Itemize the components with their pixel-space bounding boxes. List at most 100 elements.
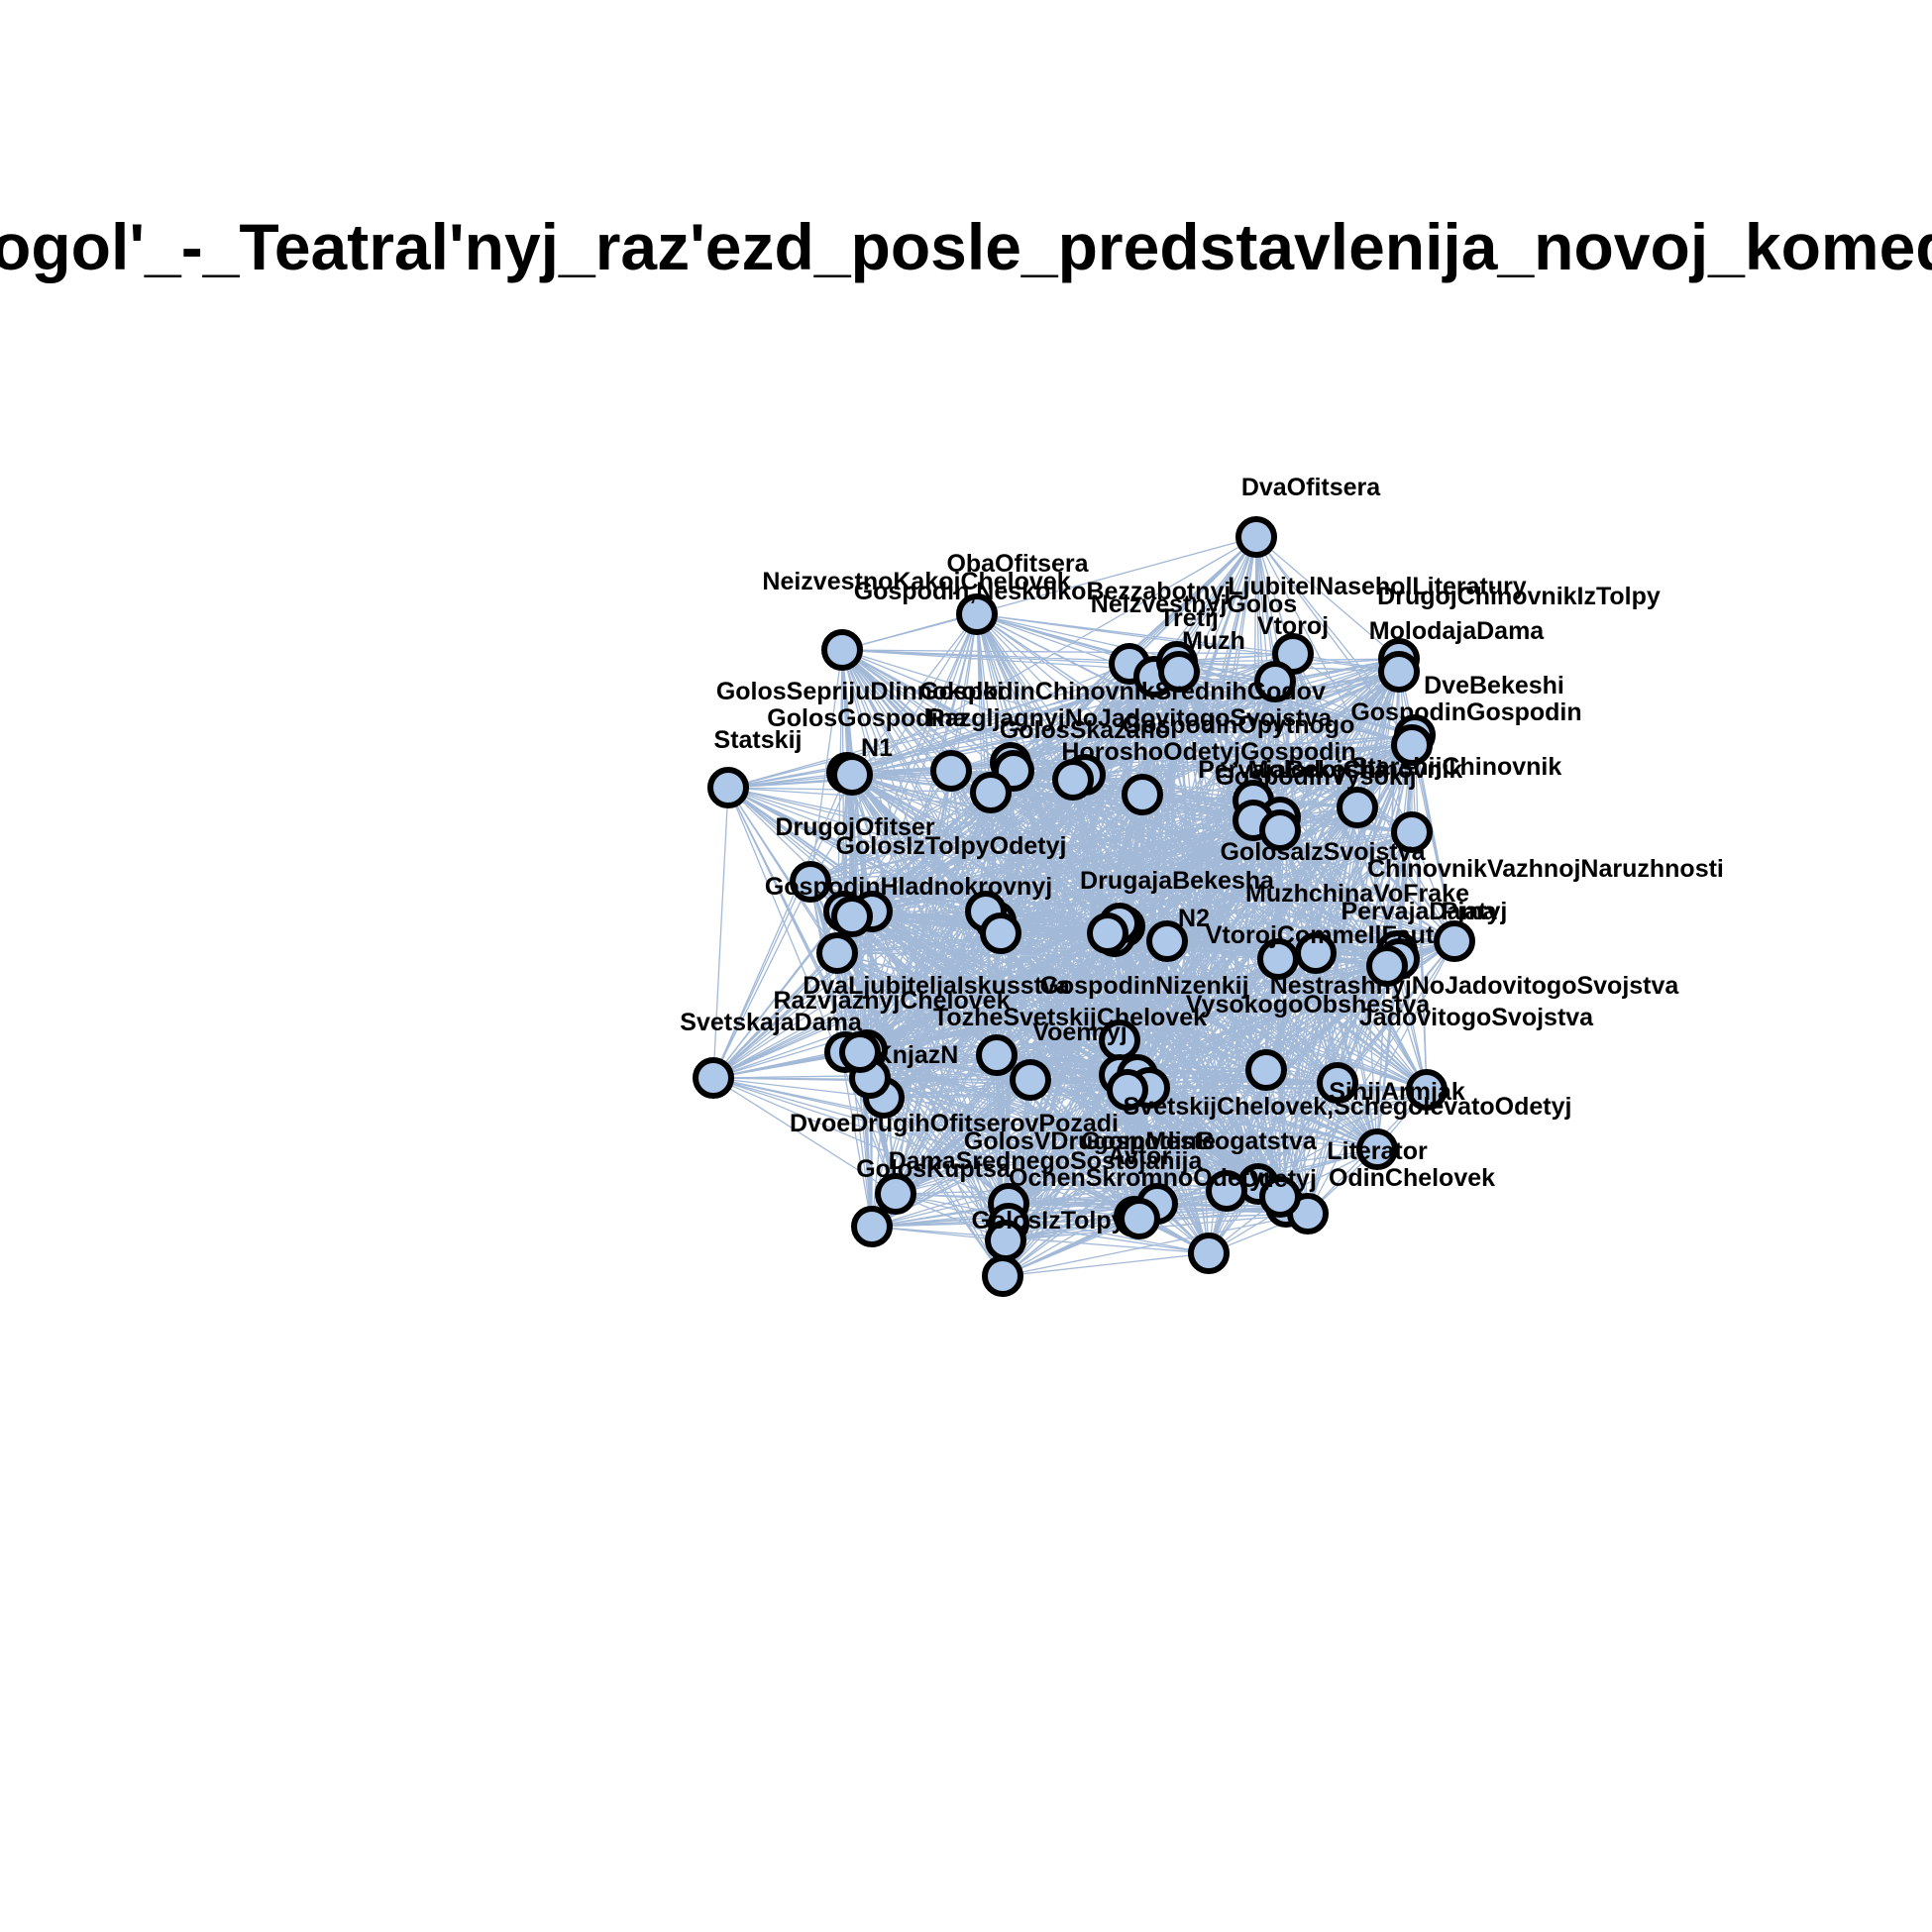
node-label-GospodinNizenkij: GospodinNizenkij — [1039, 972, 1248, 1000]
node-label-VtorojCommeIlFaut: VtorojCommeIlFaut — [1206, 921, 1435, 949]
node-Vtoroj[interactable] — [1254, 661, 1296, 702]
node-label-MuzhchinaVoFrake: MuzhchinaVoFrake — [1245, 880, 1469, 908]
node-GolosaIzSvojstva[interactable] — [1259, 809, 1301, 851]
node-h4[interactable] — [976, 1034, 1018, 1076]
node-label-Tretij: Tretij — [1159, 604, 1219, 632]
node-h15[interactable] — [1366, 945, 1408, 987]
node-label-GolosVDrugomMeste: GolosVDrugomMeste — [964, 1127, 1216, 1155]
node-SvetskijChelovek[interactable] — [1317, 1062, 1358, 1104]
node-SvetskajaDama[interactable] — [693, 1057, 734, 1099]
node-h10[interactable] — [982, 1255, 1023, 1297]
node-label-SvetskijChelovek: SvetskijChelovek,SchegolevatoOdetyj — [1124, 1093, 1572, 1121]
node-label-GospodinBogatstva: GospodinBogatstva — [1081, 1127, 1318, 1155]
graph-edges — [712, 536, 1455, 1277]
node-h11[interactable] — [851, 1206, 893, 1247]
node-label-Nestrashnyj: NestrashnyjNoJadovitogoSvojstva — [1270, 972, 1680, 1000]
node-MolodajaDama[interactable] — [1378, 651, 1420, 693]
node-HoroshoOdetyj[interactable] — [1052, 759, 1094, 801]
node-label-TozheSvetskijChelovek: TozheSvetskijChelovek — [933, 1004, 1207, 1031]
node-N1[interactable] — [831, 754, 873, 796]
node-label-Razgljagnyj: RazgljagnyjNoJadovitogoSvojstva — [927, 704, 1334, 732]
node-label-OchenSkromno: OchenSkromnoOdetyj — [1009, 1164, 1270, 1192]
node-label-DrugojChinovnikIzTolpy: DrugojChinovnikIzTolpy — [1377, 583, 1661, 610]
node-label-DvoeDrugihOfitserov: DvoeDrugihOfitserovPozadi — [790, 1110, 1119, 1137]
node-label-GospodinVysokij: GospodinVysokij — [1215, 763, 1416, 791]
node-h19[interactable] — [1087, 912, 1128, 954]
node-ObaOfitsera[interactable] — [956, 593, 998, 635]
node-Odetyj[interactable] — [1206, 1170, 1247, 1212]
node-label-DamaSrednegoSostojanija: DamaSrednegoSostojanija — [889, 1147, 1204, 1175]
node-StarshijChinovnik[interactable] — [1337, 787, 1378, 828]
node-GospodinBogatstva[interactable] — [1245, 1049, 1287, 1091]
node-label-KnjazN: KnjazN — [875, 1041, 959, 1069]
node-label-Voennyj: Voennyj — [1032, 1019, 1127, 1046]
node-GolosSeprijuDlinnokolki[interactable] — [930, 750, 972, 792]
node-label-StarshijChinovnik: StarshijChinovnik — [1351, 753, 1562, 781]
node-label-HoroshoOdetyj: HoroshoOdetyjGospodin — [1061, 738, 1355, 766]
node-N2[interactable] — [1146, 920, 1188, 962]
node-label-MolodajaDama: MolodajaDama — [1369, 617, 1546, 645]
node-label-N2: N2 — [1178, 905, 1210, 932]
node-label-Literator: Literator — [1327, 1137, 1428, 1165]
node-label-GospodinNeskolkoBezz: Gospodin,NeskolkoBezzabotnyj — [854, 578, 1232, 605]
node-h14[interactable] — [1259, 1176, 1301, 1218]
node-h16[interactable] — [1107, 1069, 1148, 1111]
node-GospodinOpytnogo[interactable] — [1122, 774, 1163, 815]
node-label-DvaOfitsera: DvaOfitsera — [1241, 474, 1381, 501]
node-label-GolosGospodina: GolosGospodina — [767, 704, 967, 732]
node-NeizvestnoKakojChelovek[interactable] — [821, 629, 863, 671]
node-label-PervajaDama: PervajaDama — [1341, 898, 1497, 925]
node-GolosKuptsa[interactable] — [875, 1173, 916, 1215]
node-label-GolosSkazano: GolosSkazano — [1000, 716, 1170, 744]
node-h3[interactable] — [839, 1031, 881, 1073]
node-Nestrashnyj[interactable] — [980, 912, 1021, 954]
node-DvaOfitsera[interactable] — [1235, 516, 1277, 558]
node-label-ObaOfitsera: ObaOfitsera — [946, 550, 1089, 578]
node-label-DvaLjubitelja: DvaLjubiteljaIskusstva — [803, 972, 1071, 1000]
node-SinijArmjak[interactable] — [1406, 1069, 1448, 1111]
node-Statskij[interactable] — [707, 767, 749, 808]
node-label-GolosKuptsa: GolosKuptsa — [856, 1155, 1012, 1183]
node-label-DrugojOfitser: DrugojOfitser — [775, 813, 934, 841]
node-h5[interactable] — [1010, 1059, 1051, 1101]
node-label-Muzh: Muzh — [1182, 627, 1245, 655]
node-h20[interactable] — [1119, 1198, 1160, 1239]
node-DrugojOfitser[interactable] — [790, 861, 831, 903]
node-label-Odetyj: Odetyj — [1239, 1165, 1317, 1193]
node-label-LjubitelNaseholLiteratury: LjubitelNaseholLiteratury — [1228, 573, 1527, 600]
node-VtorojCommeIlFaut[interactable] — [1295, 932, 1337, 974]
node-label-ChinovnikVazhnoj: ChinovnikVazhnojNaruzhnosti — [1367, 855, 1724, 883]
node-label-MolodojChinovnik: MolodojChinovnik — [1248, 756, 1463, 784]
node-h13[interactable] — [1188, 1233, 1230, 1274]
node-Pjatyj[interactable] — [1434, 920, 1475, 962]
node-label-NeizvestnyjGolos: NeizvestnyjGolos — [1091, 590, 1297, 618]
node-layer — [693, 516, 1475, 1297]
node-label-SinijArmjak: SinijArmjak — [1329, 1078, 1465, 1106]
node-h18[interactable] — [970, 772, 1012, 813]
node-label-RazvjaznyjChelovek: RazvjaznyjChelovek — [774, 987, 1011, 1015]
node-GolosVDrugomMeste[interactable] — [1356, 1128, 1398, 1170]
node-label-SvetskajaDama: SvetskajaDama — [680, 1009, 863, 1036]
node-label-GolosIzTolpy: GolosIzTolpy — [971, 1207, 1125, 1234]
node-DvaLjubitelja[interactable] — [816, 932, 858, 974]
node-ChinovnikVazhnoj[interactable] — [1391, 811, 1433, 853]
node-label-Avtor: Avtor — [1108, 1142, 1172, 1170]
node-label-Statskij: Statskij — [714, 726, 803, 754]
node-label-GospodinGospodin: GospodinGospodin — [1350, 698, 1581, 726]
node-label-GolosSeprijuDlinnokolki: GolosSeprijuDlinnokolki — [716, 678, 1004, 705]
node-label-GospodinOpytnogo: GospodinOpytnogo — [1123, 711, 1355, 739]
label-layer: DvaOfitsera ObaOfitseraNeizvestnoKakojChe… — [680, 474, 1724, 1234]
node-label-GolosaIzSvojstva: GolosaIzSvojstva — [1220, 838, 1426, 866]
node-label-NeizvestnoKakojChelovek: NeizvestnoKakojChelovek — [762, 568, 1070, 595]
node-GospodinGospodin[interactable] — [1391, 724, 1433, 766]
node-label-DveBekeshi: DveBekeshi — [1424, 672, 1564, 699]
node-Muzh[interactable] — [1158, 651, 1200, 693]
edge-layer — [712, 536, 1455, 1277]
node-h17[interactable] — [831, 896, 873, 937]
node-label-VysokogoObshestva: VysokogoObshestva — [1186, 991, 1431, 1019]
node-label-OdinChelovek: OdinChelovek — [1329, 1164, 1495, 1192]
node-label-Vtoroj: Vtoroj — [1257, 612, 1329, 640]
node-label-JadovitogoSvojstva: JadovitogoSvojstva — [1359, 1004, 1594, 1031]
node-label-GospodinChinovnik: GospodinChinovnikSrednihGodov — [919, 678, 1326, 705]
